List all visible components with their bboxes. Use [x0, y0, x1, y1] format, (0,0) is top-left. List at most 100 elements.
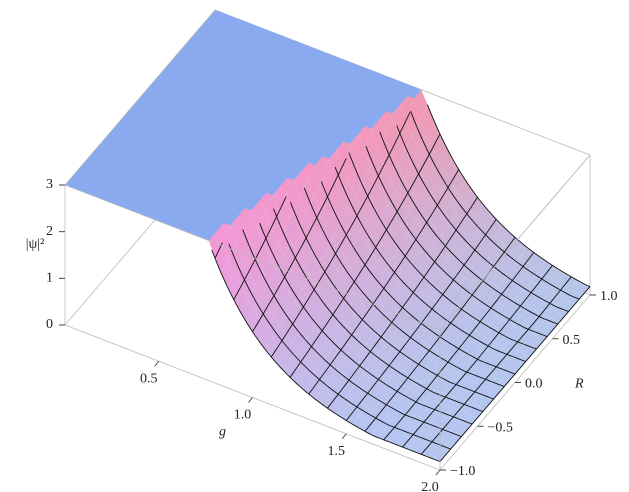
surface-patch [551, 269, 565, 283]
surface-patch [418, 134, 433, 163]
surface-patch [420, 328, 434, 343]
surface-patch [543, 278, 558, 292]
surface-patch [395, 202, 409, 226]
surface-patch [468, 302, 483, 317]
surface-patch [470, 197, 484, 217]
surface-patch [508, 362, 523, 375]
surface-patch [512, 257, 527, 273]
surface-patch [532, 325, 547, 337]
surface-patch [383, 150, 398, 179]
mesh-line [379, 131, 559, 325]
surface-patch [510, 351, 524, 363]
mesh-line [259, 222, 473, 425]
surface-patch [267, 293, 282, 317]
surface-patch [456, 365, 470, 378]
surface-patch [383, 277, 398, 296]
surface-patch [443, 358, 458, 371]
surface-patch [287, 301, 302, 323]
surface-patch [275, 280, 289, 305]
surface-patch [290, 253, 304, 279]
surface-patch [496, 291, 510, 306]
surface-patch [253, 295, 268, 320]
surface-patch [442, 203, 457, 225]
surface-patch [321, 393, 335, 409]
surface-patch [507, 237, 522, 253]
surface-patch [483, 282, 498, 297]
surface-patch [392, 338, 407, 354]
surface-patch [285, 212, 299, 242]
surface-patch [323, 260, 338, 284]
surface-patch [437, 171, 452, 195]
surface-patch [421, 445, 435, 457]
surface-patch [292, 196, 307, 227]
surface-patch [392, 104, 407, 136]
surface-patch [371, 353, 385, 369]
surface-patch [445, 158, 459, 183]
z-tick-label: 1 [46, 271, 53, 286]
surface-patch [492, 257, 507, 273]
surface-patch [283, 360, 298, 378]
surface-patch [506, 252, 520, 268]
surface-patch [347, 314, 362, 332]
surface-patch [300, 318, 314, 338]
surface-patch [330, 368, 344, 384]
surface-patch [377, 428, 392, 440]
x-tick-label: 0.5 [140, 371, 158, 386]
surface-patch [371, 425, 385, 438]
x-tick [248, 397, 253, 403]
surface-patch [482, 364, 497, 376]
surface-patch [381, 312, 395, 329]
surface-patch [496, 358, 510, 370]
surface-patch [371, 119, 385, 151]
surface-patch [365, 252, 379, 274]
surface-patch [358, 343, 373, 359]
mesh-line [211, 250, 441, 463]
surface-patch [426, 400, 440, 413]
surface-patch [352, 414, 367, 428]
y-tick-label: −0.5 [488, 420, 513, 435]
surface-patch [472, 333, 487, 347]
surface-patch [532, 256, 547, 271]
surface-patch [450, 421, 464, 433]
surface-patch [261, 282, 275, 307]
surface-patch [456, 200, 470, 221]
surface-patch [272, 325, 287, 346]
surface-patch [478, 337, 493, 350]
surface-patch [411, 149, 425, 176]
y-tick-label: 0.5 [563, 333, 581, 348]
surface-patch [490, 355, 504, 367]
surface-patch [370, 150, 384, 180]
surface-patch [396, 435, 410, 448]
surface-patch [487, 378, 502, 390]
surface-patch [476, 292, 490, 307]
surface-patch [547, 308, 562, 320]
surface-patch [412, 120, 427, 150]
surface-patch [297, 239, 312, 266]
surface-patch [330, 270, 344, 292]
surface-patch [413, 323, 428, 338]
surface-patch [355, 303, 369, 322]
surface-patch [475, 223, 489, 241]
surface-patch [312, 333, 327, 352]
surface-patch [356, 373, 370, 388]
surface-patch [306, 326, 320, 345]
surface-patch [413, 231, 428, 251]
surface-patch [325, 236, 339, 261]
surface-patch [413, 395, 428, 408]
mesh-line [228, 243, 451, 450]
surface-patch [303, 362, 318, 379]
surface-patch [333, 196, 348, 224]
surface-patch [485, 340, 499, 354]
surface-patch [481, 230, 495, 247]
surface-patch [376, 372, 390, 387]
surface-patch [408, 440, 423, 452]
surface-patch [357, 264, 372, 285]
surface-patch [347, 195, 362, 222]
surface-patch [377, 135, 392, 166]
x-tick [341, 433, 347, 440]
surface-patch [241, 271, 255, 298]
surface-patch [472, 395, 487, 407]
surface-patch [345, 348, 359, 364]
surface-patch [368, 179, 383, 207]
surface-patch [300, 181, 314, 212]
